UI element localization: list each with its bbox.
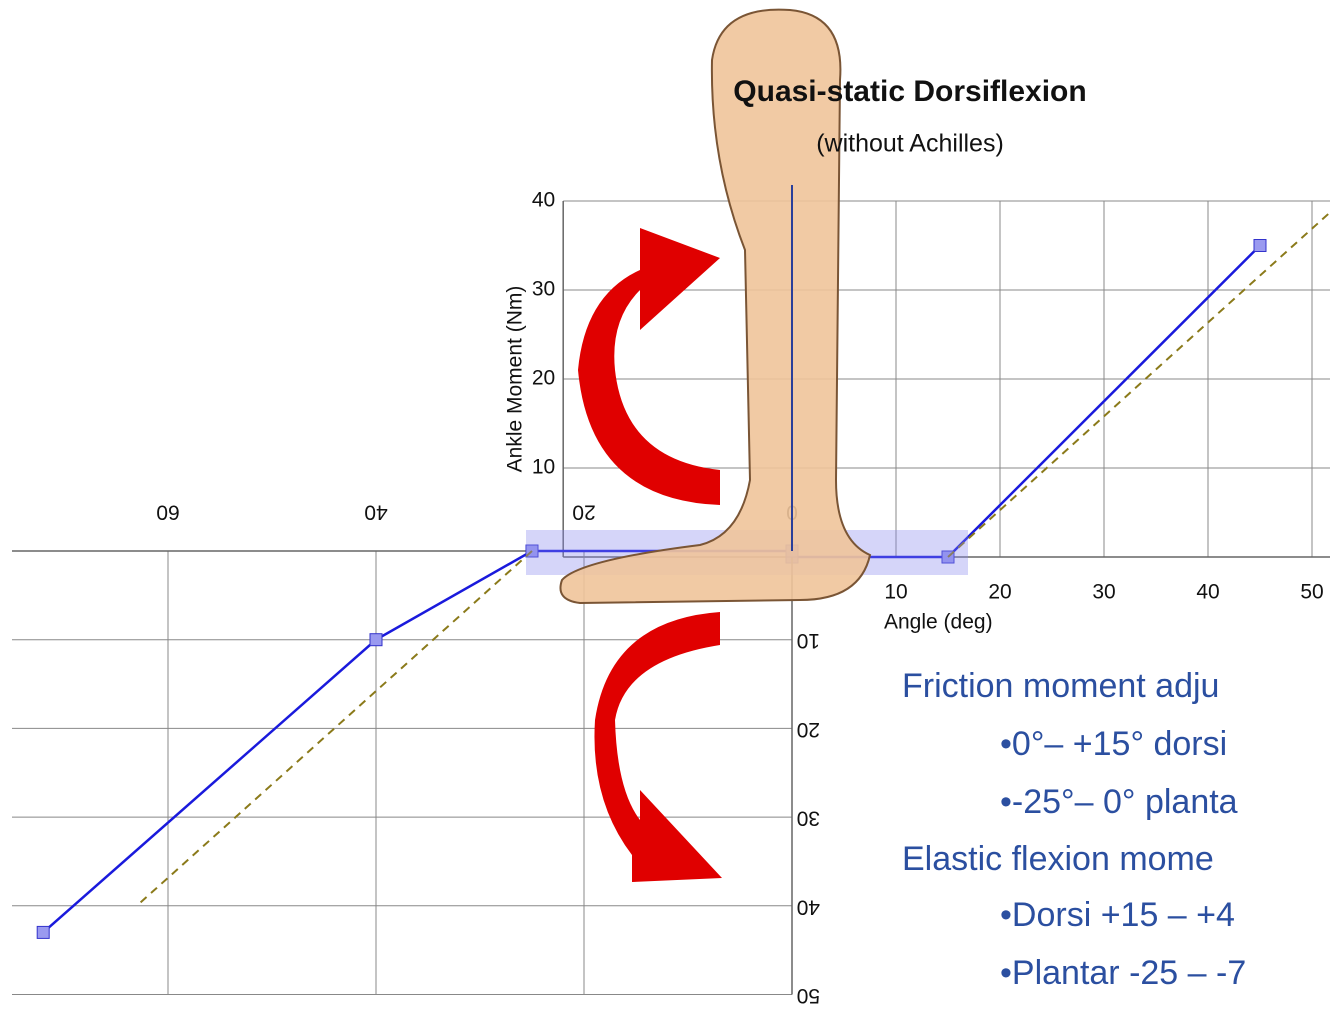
text-line: •Dorsi +15 – +4 <box>1000 896 1235 934</box>
y-tick-label: 20 <box>532 367 555 390</box>
text-line: •Plantar -25 – -7 <box>1000 954 1246 992</box>
y-tick-label: 20 <box>797 718 820 741</box>
x-tick-label: 40 <box>364 500 387 523</box>
x-tick-label: 20 <box>988 581 1011 604</box>
y-tick-label: 30 <box>532 278 555 301</box>
plantarflexion-arrow <box>594 612 722 882</box>
x-tick-label: 30 <box>1092 581 1115 604</box>
chart-subtitle: (without Achilles) <box>816 130 1004 158</box>
y-tick-label: 40 <box>532 189 555 212</box>
series-line <box>948 210 1330 557</box>
x-tick-label: 10 <box>884 581 907 604</box>
y-tick-label: 30 <box>797 807 820 830</box>
y-axis-label: Ankle Moment (Nm) <box>504 286 527 473</box>
text-line: Friction moment adju <box>902 667 1219 705</box>
x-tick-label: 20 <box>572 500 595 523</box>
x-tick-label: 50 <box>1300 581 1323 604</box>
x-tick-label: 40 <box>1196 581 1219 604</box>
data-point <box>370 634 382 646</box>
y-tick-label: 50 <box>797 984 820 1007</box>
data-point <box>37 926 49 938</box>
y-tick-label: 40 <box>797 895 820 918</box>
x-tick-label: 60 <box>156 500 179 523</box>
x-axis-label: Angle (deg) <box>884 611 993 634</box>
text-line: •0°– +15° dorsi <box>1000 725 1227 763</box>
series-line <box>792 246 1260 558</box>
data-point <box>1254 240 1266 252</box>
chart-title: Quasi-static Dorsiflexion <box>733 75 1086 108</box>
text-line: Elastic flexion mome <box>902 840 1214 878</box>
slide: 10203040102030405010203040500204060 Quas… <box>0 0 1330 1012</box>
dorsiflexion-arrow <box>578 228 720 505</box>
text-line: •-25°– 0° planta <box>1000 783 1238 821</box>
y-tick-label: 10 <box>532 456 555 479</box>
y-tick-label: 10 <box>797 629 820 652</box>
page: 10203040102030405010203040500204060 Quas… <box>0 0 1330 1012</box>
